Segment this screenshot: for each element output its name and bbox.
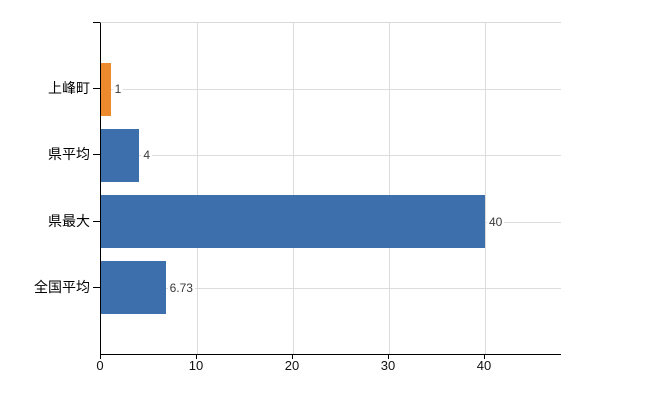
y-axis-category-tick xyxy=(93,286,100,288)
vertical-gridline xyxy=(292,23,294,354)
y-axis-category-tick xyxy=(93,154,100,156)
category-label: 県最大 xyxy=(48,212,90,229)
x-axis-tick xyxy=(387,354,389,359)
bar xyxy=(101,62,111,116)
y-axis-category-tick xyxy=(93,88,100,90)
vertical-gridline xyxy=(484,23,486,354)
x-axis-tick-label: 20 xyxy=(284,358,300,373)
bar xyxy=(101,128,140,182)
y-axis-category-tick xyxy=(93,220,100,222)
x-axis-tick xyxy=(291,354,293,359)
x-axis-tick-label: 0 xyxy=(96,358,104,373)
x-axis-tick xyxy=(483,354,485,359)
value-label: 1 xyxy=(112,82,124,97)
x-axis-tick xyxy=(100,354,101,359)
vertical-gridline xyxy=(388,23,390,354)
category-label: 上峰町 xyxy=(48,80,90,97)
bar xyxy=(101,261,166,315)
category-label: 県平均 xyxy=(48,146,90,163)
x-axis-tick-label: 40 xyxy=(476,358,492,373)
value-label: 40 xyxy=(486,214,505,229)
plot-area: 1 4 40 6.73 xyxy=(100,22,561,355)
value-label: 6.73 xyxy=(167,280,195,295)
horizontal-gridline xyxy=(101,287,561,289)
y-axis-top-tick xyxy=(93,22,100,23)
horizontal-gridline xyxy=(101,155,561,157)
bar xyxy=(101,195,485,249)
vertical-gridline xyxy=(196,23,198,354)
x-axis-tick-label: 10 xyxy=(188,358,204,373)
x-axis-tick xyxy=(195,354,197,359)
category-label: 全国平均 xyxy=(34,278,90,295)
value-label: 4 xyxy=(141,148,153,163)
x-axis-tick-label: 30 xyxy=(380,358,396,373)
horizontal-gridline xyxy=(101,89,561,91)
